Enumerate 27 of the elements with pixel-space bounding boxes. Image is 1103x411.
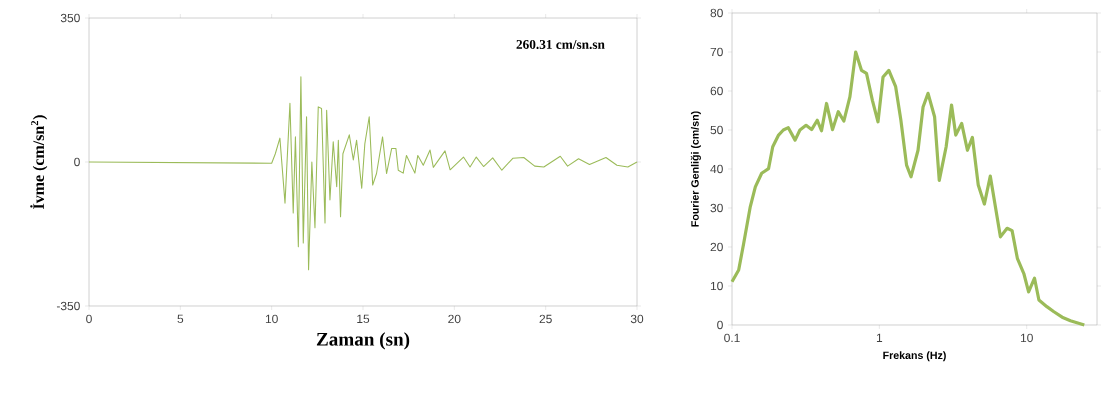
y-tick-label: 20 — [710, 242, 723, 252]
x-tick-label: 1 — [876, 333, 883, 342]
y-tick-label: 0 — [74, 157, 80, 167]
y-tick-label: 40 — [710, 164, 723, 174]
x-tick-label: 0.1 — [724, 333, 740, 343]
y-tick-label: -350 — [56, 301, 80, 311]
y-tick-label: 80 — [710, 8, 723, 18]
y-axis-title: İvme (cm/sn$^{2}$) — [30, 115, 48, 209]
x-tick-label: 15 — [357, 314, 370, 324]
x-axis-title: Zaman (sn) — [316, 332, 410, 350]
y-tick-label: 350 — [60, 13, 80, 23]
x-tick-label: 20 — [448, 314, 461, 324]
x-tick-label: 10 — [1020, 333, 1033, 343]
x-tick-label: 10 — [265, 314, 278, 324]
x-tick-label: 5 — [177, 314, 184, 324]
y-tick-label: 60 — [710, 86, 723, 96]
y-tick-label: 30 — [710, 203, 723, 213]
y-tick-label: 50 — [710, 125, 723, 135]
x-axis-title: Frekans (Hz) — [883, 351, 946, 362]
line-series — [88, 76, 638, 271]
y-tick-label: 10 — [710, 281, 723, 291]
x-tick-label: 0 — [86, 314, 92, 324]
y-axis-title: Fourier Genliği (cm/sn) — [690, 111, 701, 227]
x-tick-label: 25 — [539, 314, 552, 324]
x-tick-label: 30 — [630, 314, 644, 324]
annotation: 260.31 cm/sn.sn — [516, 39, 605, 49]
y-tick-label: 70 — [710, 47, 723, 57]
